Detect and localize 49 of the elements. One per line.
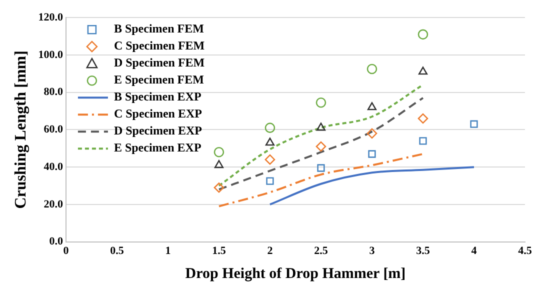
y-tick-label: 20.0 [44, 198, 64, 210]
x-tick-label: 0.5 [110, 245, 124, 258]
point [264, 154, 276, 165]
point [418, 66, 428, 75]
point [316, 97, 326, 108]
y-tick-label: 120.0 [38, 11, 64, 24]
y-tick-label: 40.0 [44, 160, 64, 173]
legend-label: E Specimen FEM [114, 72, 204, 87]
y-tick-label: 100.0 [38, 48, 64, 61]
legend-label: C Specimen FEM [114, 38, 205, 53]
point [316, 141, 326, 152]
legend-label: E Specimen EXP [114, 140, 202, 155]
point [418, 29, 428, 40]
y-tick-label: 80.0 [44, 86, 64, 98]
point [214, 146, 224, 158]
point [418, 113, 428, 124]
x-tick-label: 3.5 [416, 245, 430, 258]
point [266, 177, 274, 185]
x-axis-title: Drop Height of Drop Hammer [m] [185, 266, 406, 282]
point [316, 122, 326, 131]
legend-label: B Specimen FEM [114, 22, 204, 36]
legend-label: B Specimen EXP [114, 90, 202, 104]
x-tick-label: 1.5 [212, 245, 226, 258]
x-tick-label: 2 [267, 245, 274, 258]
line-series [218, 152, 424, 208]
x-tick-label: 4.5 [518, 245, 532, 258]
point [368, 150, 376, 158]
point [419, 137, 427, 145]
line-series [268, 166, 475, 206]
point [470, 120, 478, 128]
x-tick-label: 1 [165, 245, 171, 258]
point [366, 128, 378, 139]
legend-label: C Specimen EXP [114, 106, 202, 121]
x-tick-label: 0 [63, 245, 70, 258]
y-tick-label: 60.0 [44, 124, 64, 136]
point [366, 64, 378, 74]
point [317, 164, 325, 172]
x-tick-label: 2.5 [314, 245, 328, 258]
legend-label: D Specimen FEM [114, 56, 205, 70]
y-tick-label: 0.0 [49, 236, 64, 248]
x-tick-label: 3 [369, 245, 376, 258]
point [214, 160, 224, 168]
legend-label: D Specimen EXP [114, 124, 202, 138]
point [367, 102, 377, 110]
point [265, 138, 275, 146]
x-tick-label: 4 [471, 245, 478, 258]
y-axis-title: Crushing Length [mm] [12, 50, 30, 209]
point [264, 122, 276, 133]
point [214, 182, 224, 193]
